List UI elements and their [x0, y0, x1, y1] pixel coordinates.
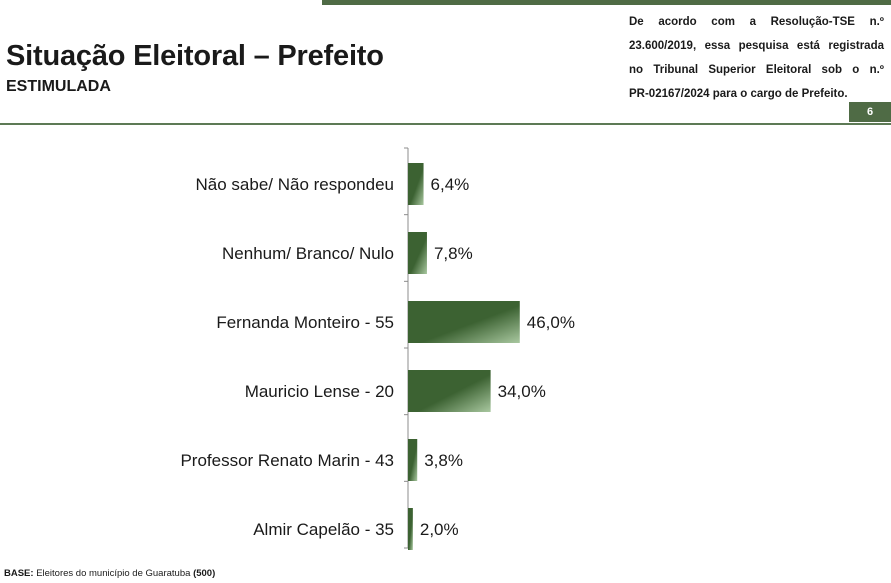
category-label: Nenhum/ Branco/ Nulo	[222, 244, 394, 263]
data-bar	[408, 163, 424, 205]
base-label: BASE:	[4, 568, 34, 579]
base-description: Eleitores do município de Guaratuba	[36, 568, 191, 579]
legal-line: PR-02167/2024 para o cargo de Prefeito.	[629, 88, 848, 100]
data-label: 46,0%	[527, 313, 575, 332]
legal-notice: De acordo com a Resolução-TSE n.º 23.600…	[629, 10, 884, 106]
category-label: Não sabe/ Não respondeu	[196, 175, 394, 194]
category-label: Fernanda Monteiro - 55	[216, 313, 394, 332]
bar-chart: Não sabe/ Não respondeu 6,4% Nenhum/ Branc…	[180, 147, 575, 550]
header-divider	[0, 123, 891, 125]
legal-line: De acordo com a Resolução-TSE n.º	[629, 16, 884, 28]
page-title: Situação Eleitoral – Prefeito	[6, 40, 384, 72]
page-subtitle: ESTIMULADA	[6, 78, 111, 95]
legal-line: 23.600/2019, essa pesquisa está registra…	[629, 40, 884, 52]
data-bar	[408, 301, 520, 343]
chart-plot-area: Não sabe/ Não respondeu 6,4% Nenhum/ Branc…	[180, 147, 575, 550]
page-number-badge: 6	[849, 102, 891, 122]
data-label: 7,8%	[434, 244, 473, 263]
data-label: 34,0%	[498, 382, 546, 401]
data-bar	[408, 508, 413, 550]
category-label: Mauricio Lense - 20	[245, 382, 394, 401]
header-accent-bar	[322, 0, 891, 5]
data-label: 3,8%	[424, 451, 463, 470]
data-bar	[408, 370, 491, 412]
data-bar	[408, 232, 427, 274]
data-label: 2,0%	[420, 520, 459, 539]
data-label: 6,4%	[431, 175, 470, 194]
legal-line: no Tribunal Superior Eleitoral sob o n.º	[629, 64, 884, 76]
category-label: Almir Capelão - 35	[253, 520, 394, 539]
data-bar	[408, 439, 418, 481]
base-note: BASE: Eleitores do município de Guaratub…	[4, 568, 215, 579]
category-label: Professor Renato Marin - 43	[180, 451, 394, 470]
base-count: (500)	[193, 568, 216, 579]
